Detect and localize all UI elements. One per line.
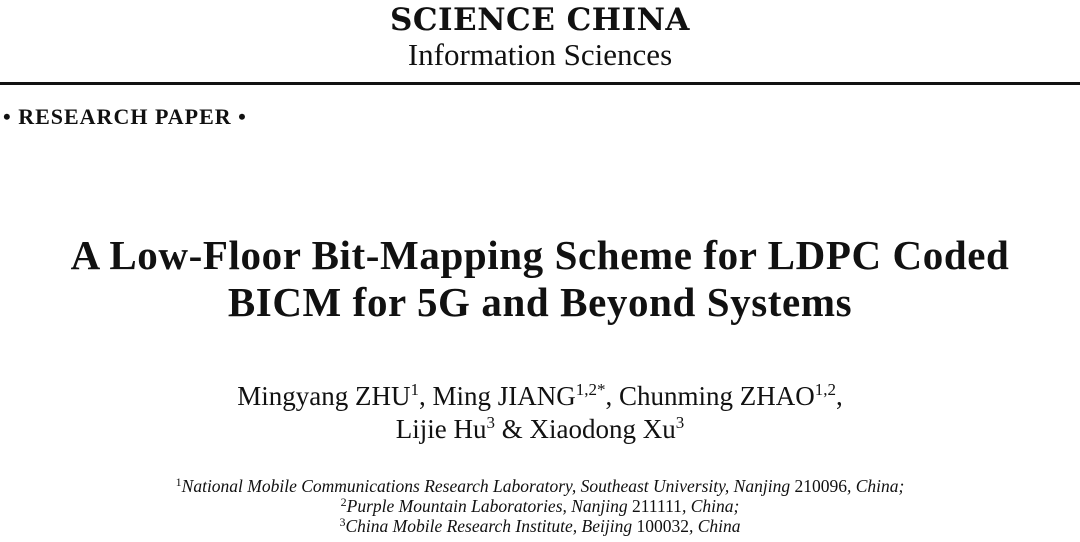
affiliation-tail: , China [688,516,741,536]
postal-code: 211111 [632,496,682,516]
affiliation-text: China Mobile Research Institute, Beijing [345,516,637,536]
author-line-2: Lijie Hu3 & Xiaodong Xu3 [0,413,1080,446]
affiliation-line: 2Purple Mountain Laboratories, Nanjing 2… [0,496,1080,516]
affiliation-text: National Mobile Communications Research … [181,476,795,496]
author-name: Mingyang ZHU [237,381,411,411]
author-name: Ming JIANG [432,381,576,411]
author-line-1: Mingyang ZHU1, Ming JIANG1,2*, Chunming … [0,380,1080,413]
author-separator: , [605,381,619,411]
author-list: Mingyang ZHU1, Ming JIANG1,2*, Chunming … [0,380,1080,446]
journal-name: SCIENCE CHINA [390,2,690,38]
author-affiliation-mark: 1,2* [575,380,606,399]
journal-subtitle: Information Sciences [407,37,673,72]
postal-code: 210096 [794,476,847,496]
affiliation-tail: , China; [846,476,905,496]
author-separator: & [494,414,530,444]
author-name: Xiaodong Xu [529,414,676,444]
title-line-1: A Low-Floor Bit-Mapping Scheme for LDPC … [70,232,1010,278]
affiliation-list: 1National Mobile Communications Research… [0,476,1080,536]
paper-title: A Low-Floor Bit-Mapping Scheme for LDPC … [0,232,1080,326]
author-affiliation-mark: 1,2 [814,380,836,399]
author-affiliation-mark: 3 [675,413,685,432]
affiliation-mark: 2 [340,495,347,509]
author-separator: , [418,381,433,411]
author-name: Chunming ZHAO [619,381,815,411]
author-affiliation-mark: 1 [410,380,419,399]
author-affiliation-mark: 3 [486,413,495,432]
affiliation-tail: , China; [681,496,740,516]
postal-code: 100032 [636,516,689,536]
affiliation-line: 3China Mobile Research Institute, Beijin… [0,516,1080,536]
affiliation-mark: 1 [175,475,182,489]
header-rule [0,82,1080,85]
author-separator: , [836,381,843,411]
title-line-2: BICM for 5G and Beyond Systems [227,279,853,325]
affiliation-text: Purple Mountain Laboratories, Nanjing [346,496,633,516]
paper-type-label: • RESEARCH PAPER • [3,104,247,129]
affiliation-mark: 3 [339,515,346,529]
author-name: Lijie Hu [395,414,487,444]
journal-header: SCIENCE CHINA Information Sciences [0,2,1080,72]
affiliation-line: 1National Mobile Communications Research… [0,476,1080,496]
